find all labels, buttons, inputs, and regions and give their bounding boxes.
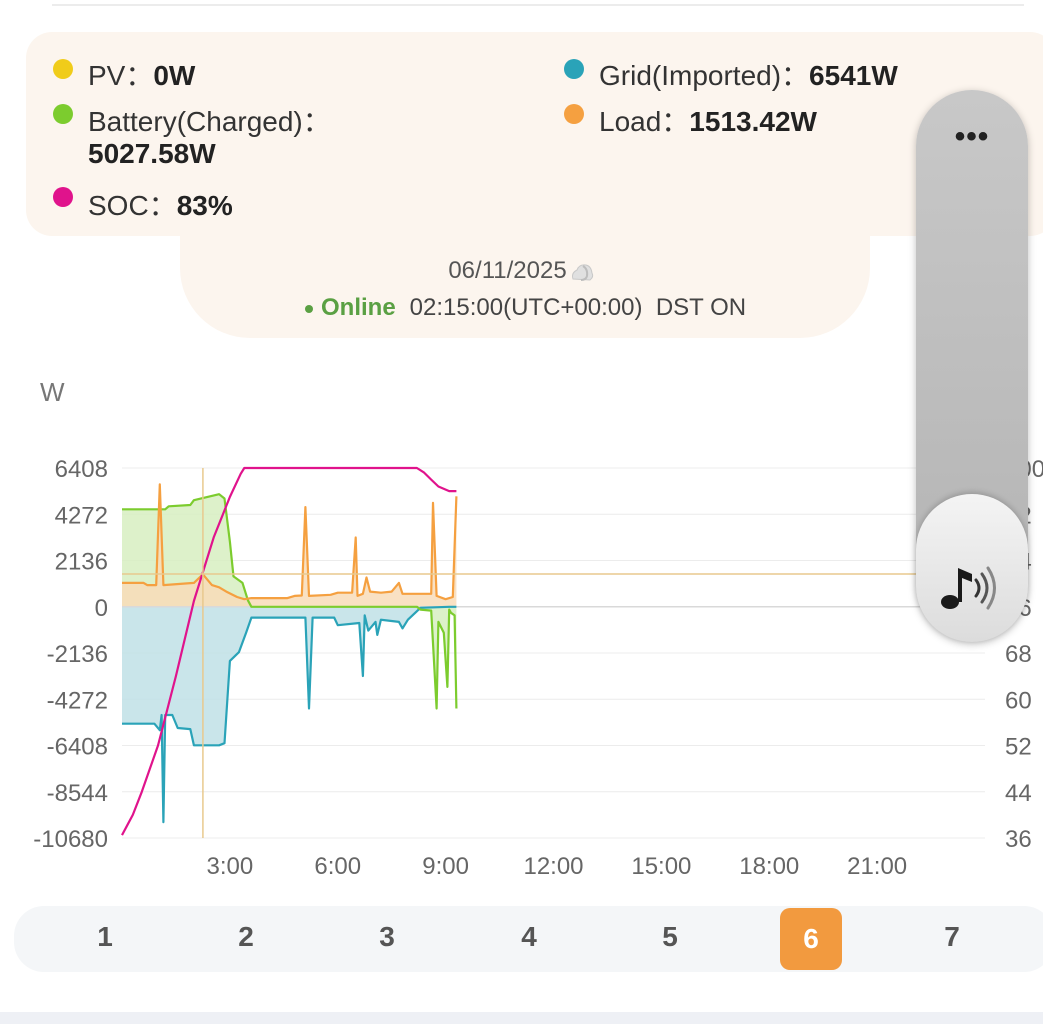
bottom-strip [0, 1012, 1043, 1024]
battery-label: Battery(Charged)： [88, 106, 331, 137]
online-dot [305, 304, 313, 313]
pv-value: 0W [153, 60, 196, 91]
y-tick-label-right: 44 [1005, 780, 1032, 807]
power-chart[interactable]: W 6408 4272 2136 0 -2136 -4272 -6408 -8544 -10680… [0, 360, 1043, 900]
day-4[interactable]: 4 [521, 921, 537, 952]
grid-dot [564, 59, 584, 79]
soc-row: SOC：83% [88, 184, 233, 224]
grid-label: Grid(Imported)： [599, 60, 810, 91]
y-tick-label-left: -10680 [33, 826, 108, 853]
y-tick-label-left: -8544 [47, 780, 108, 807]
grid-row: Grid(Imported)：6541W [599, 54, 898, 94]
pv-dot [53, 59, 73, 79]
pv-label: PV： [88, 60, 154, 91]
y-tick-label-left: 6408 [55, 456, 108, 483]
y-tick-label-left: 0 [95, 595, 108, 622]
y-axis-label-left: W [40, 377, 65, 407]
load-value: 1513.42W [689, 106, 817, 137]
x-tick-label: 3:00 [207, 853, 254, 880]
day-7[interactable]: 7 [944, 921, 960, 952]
day-6[interactable]: 6 [780, 908, 842, 970]
x-tick-label: 12:00 [523, 853, 583, 880]
x-tick-label: 15:00 [631, 853, 691, 880]
status-online: Online [321, 294, 396, 321]
battery-dot [53, 104, 73, 124]
series-line-battery-charged- [122, 493, 458, 710]
dst-status: DST ON [655, 294, 747, 321]
day-2[interactable]: 2 [238, 921, 254, 952]
load-dot [564, 104, 584, 124]
x-tick-label: 18:00 [739, 853, 799, 880]
top-divider [52, 4, 1024, 6]
tooltip-tail [180, 220, 870, 338]
y-tick-label-right: 52 [1005, 734, 1032, 761]
load-label: Load： [599, 106, 690, 137]
tooltip-date: 06/11/2025 [448, 257, 567, 284]
y-tick-label-left: -2136 [47, 641, 108, 668]
x-tick-label: 9:00 [422, 853, 469, 880]
chart-tooltip [26, 32, 1043, 236]
soc-value: 83% [176, 190, 233, 221]
floating-sound-panel[interactable]: ••• [916, 90, 1028, 642]
date-line: 06/11/2025 [0, 257, 1043, 285]
y-tick-label-right: 60 [1005, 687, 1032, 714]
y-tick-label-left: -4272 [47, 687, 108, 714]
x-tick-label: 21:00 [847, 853, 907, 880]
series-line-grid-imported- [122, 605, 457, 824]
music-note-sound-icon [941, 566, 996, 610]
y-tick-label-right: 36 [1005, 826, 1032, 853]
series-line-load [122, 483, 458, 601]
moon-cloud-icon [571, 264, 593, 281]
day-selector: 1 2 3 4 5 6 7 [14, 906, 1043, 972]
y-tick-label-left: 2136 [55, 549, 108, 576]
y-tick-label-right: 68 [1005, 641, 1032, 668]
sound-toggle-knob[interactable] [916, 494, 1028, 642]
load-row: Load：1513.42W [599, 100, 817, 140]
battery-value: 5027.58W [88, 138, 216, 169]
y-tick-label-left: -6408 [47, 734, 108, 761]
day-3[interactable]: 3 [379, 921, 395, 952]
series-area-battery-charged- [122, 494, 457, 709]
day-5[interactable]: 5 [662, 921, 678, 952]
x-tick-label: 6:00 [314, 853, 361, 880]
soc-dot [53, 187, 73, 207]
ellipsis-icon[interactable]: ••• [954, 120, 990, 153]
y-tick-label-left: 4272 [55, 502, 108, 529]
battery-label-row: Battery(Charged)： [88, 100, 331, 140]
day-1[interactable]: 1 [97, 921, 113, 952]
pv-row: PV：0W [88, 54, 195, 94]
tooltip-time: 02:15:00(UTC+00:00) [409, 294, 643, 321]
series-line-soc [121, 466, 457, 836]
soc-label: SOC： [88, 190, 177, 221]
status-line: Online 02:15:00(UTC+00:00) DST ON [305, 294, 746, 322]
grid-value: 6541W [809, 60, 898, 91]
battery-value-row: 5027.58W [88, 138, 216, 170]
series-area-grid-imported- [122, 606, 457, 823]
